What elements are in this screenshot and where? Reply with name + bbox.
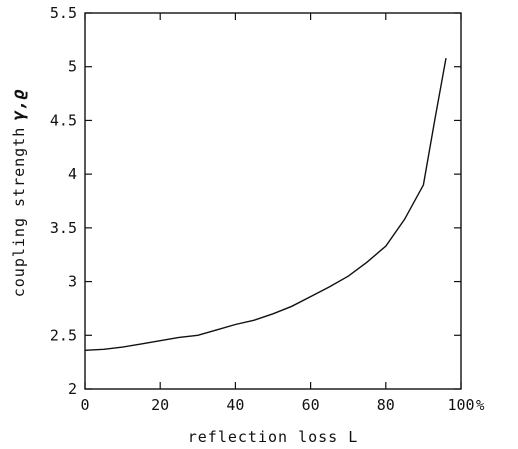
y-tick-label: 4 (68, 165, 77, 183)
y-axis-ticks: 2 2.5 3 3.5 4 4.5 5 5.5 (50, 4, 461, 398)
y-axis-symbol: γ,ϱ (9, 89, 29, 120)
y-tick-label: 5.5 (50, 4, 77, 22)
x-unit-label: % (476, 398, 485, 414)
y-tick-label: 3 (68, 273, 77, 291)
y-tick-label: 5 (68, 58, 77, 76)
series-line (84, 57, 447, 351)
y-tick-label: 2 (68, 380, 77, 398)
y-axis-label: coupling strength (10, 127, 28, 298)
x-tick-label: 20 (151, 396, 169, 414)
plot-frame (84, 12, 462, 390)
y-tick-label: 4.5 (50, 111, 77, 129)
x-tick-label: 60 (302, 396, 320, 414)
y-tick-label: 2.5 (50, 326, 77, 344)
x-tick-label: 0 (80, 396, 89, 414)
x-axis-ticks: 0 20 40 60 80 100 (80, 13, 475, 414)
x-tick-label: 80 (377, 396, 395, 414)
x-tick-label: 40 (226, 396, 244, 414)
y-tick-label: 3.5 (50, 219, 77, 237)
x-axis-label: reflection loss L (188, 428, 359, 446)
x-tick-label: 100 (447, 396, 474, 414)
